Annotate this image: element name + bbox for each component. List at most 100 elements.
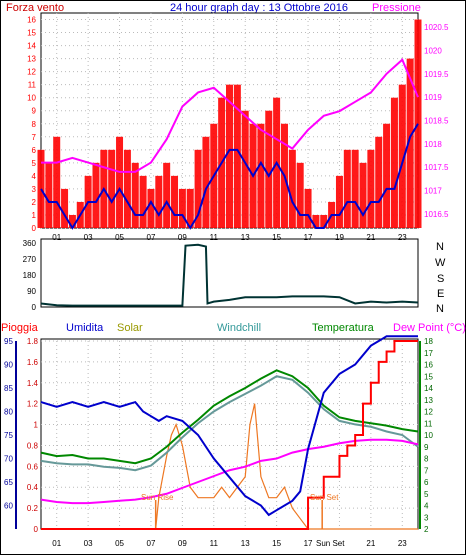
temperature-y-tick: 7 [424,466,429,475]
wind-bar [398,84,406,229]
temperature-y-tick: 3 [424,513,429,522]
top-x-tick: 13 [241,233,250,242]
label-sunset-axis: Sun Set [316,539,345,548]
wind-bar [131,162,139,228]
pressure-y-tick: 1018 [424,140,442,149]
rain-y-tick: 1.8 [27,337,39,346]
wind-y-tick: 16 [27,16,36,25]
compass-n-bottom: N [436,303,444,315]
gust-line [40,123,419,230]
direction-y-tick: 90 [27,287,36,296]
top-x-tick: 19 [335,233,344,242]
humidity-y-tick: 60 [4,502,13,511]
wind-bar [45,162,53,228]
label-pioggia: Pioggia [1,322,39,334]
direction-y-tick: 270 [23,255,37,264]
rain-y-tick: 0.4 [27,483,39,492]
windchill-line [40,375,419,472]
wind-bar [241,110,249,228]
bottom-x-tick: 21 [366,539,375,548]
wind-bar [123,149,131,228]
temperature-y-tick: 9 [424,443,429,452]
compass-n-top: N [436,241,444,253]
bottom-x-tick: 09 [178,539,187,548]
temperature-y-tick: 5 [424,490,429,499]
compass-w: W [435,257,446,269]
wind-axis-title: Forza vento [6,2,64,14]
wind-bar [171,175,179,228]
wind-bar [296,162,304,228]
humidity-y-tick: 75 [4,431,13,440]
wind-bar [163,162,171,228]
wind-bar [61,188,69,228]
chart-title: 24 hour graph day : 13 Ottobre 2016 [170,2,348,14]
direction-y-tick: 180 [23,271,37,280]
wind-bar [288,149,296,228]
label-temperatura: Temperatura [312,322,375,334]
wind-bar [351,149,359,228]
bottom-x-tick: 23 [398,539,407,548]
humidity-y-tick: 70 [4,455,13,464]
wind-bar [108,149,116,228]
wind-bar [312,214,320,228]
temperature-y-tick: 8 [424,455,429,464]
top-x-tick: 03 [84,233,93,242]
bottom-x-tick: 07 [147,539,156,548]
direction-line [40,243,419,307]
wind-y-tick: 14 [27,42,36,51]
top-x-tick: 17 [304,233,313,242]
wind-bar [53,136,61,228]
wind-bar [343,149,351,228]
wind-bar [359,162,367,228]
temperature-y-tick: 17 [424,349,433,358]
bottom-x-tick: 13 [241,539,250,548]
temperature-y-tick: 11 [424,419,433,428]
wind-y-tick: 13 [27,55,36,64]
pressure-y-tick: 1019.5 [424,70,449,79]
label-sunrise: Sun Rise [141,493,174,502]
wind-bar [155,175,163,228]
wind-bar [320,214,328,228]
compass-e: E [437,288,444,300]
humidity-line [40,335,418,517]
top-x-tick: 23 [398,233,407,242]
wind-y-tick: 12 [27,68,36,77]
wind-y-tick: 4 [32,172,37,181]
wind-bar [147,188,155,228]
bottom-x-tick: 05 [115,539,124,548]
top-x-tick: 15 [272,233,281,242]
wind-bar [226,84,233,229]
wind-y-tick: 5 [32,159,37,168]
pressure-y-tick: 1020 [424,46,442,55]
wind-bar [406,58,414,228]
rain-y-tick: 1.2 [27,400,39,409]
pressure-y-tick: 1017 [424,187,442,196]
temperature-y-tick: 2 [424,525,429,534]
wind-bar [194,149,202,228]
wind-y-tick: 8 [32,120,37,129]
rain-y-tick: 0.6 [27,462,39,471]
temperature-y-tick: 15 [424,372,433,381]
pressure-y-tick: 1020.5 [424,23,449,32]
bottom-x-tick: 01 [52,539,61,548]
top-x-tick: 07 [147,233,156,242]
rain-y-tick: 0 [34,525,39,534]
rain-y-tick: 1 [34,421,39,430]
pressure-y-tick: 1019 [424,93,442,102]
wind-bar [304,188,312,228]
label-solar: Solar [117,322,143,334]
wind-bar [335,175,343,228]
top-x-tick: 09 [178,233,187,242]
wind-bar [186,188,194,228]
wind-bar [367,149,375,228]
bottom-x-tick: 15 [272,539,281,548]
bottom-x-tick: 03 [84,539,93,548]
wind-bar [178,188,186,228]
pressure-axis-title: Pressione [372,2,421,14]
wind-bar [383,123,391,228]
wind-bar [233,84,241,229]
wind-y-tick: 15 [27,29,36,38]
rain-line [41,340,418,530]
direction-y-tick: 0 [32,303,37,312]
